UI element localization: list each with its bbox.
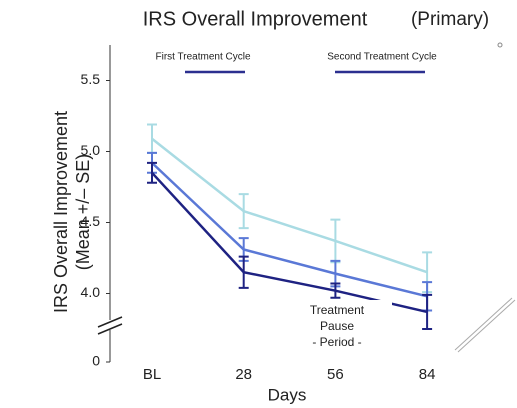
y-tick-label: 4.0	[81, 284, 101, 300]
decoration	[497, 42, 503, 48]
decoration	[457, 299, 516, 353]
x-axis-label: Days	[268, 385, 307, 404]
x-tick-label: 84	[419, 366, 436, 383]
series-line	[151, 171, 428, 314]
chart-subtitle: (Primary)	[411, 9, 489, 30]
y-tick-label: 0	[92, 353, 100, 369]
pause-label: - Period -	[312, 335, 361, 349]
pause-label: Treatment	[310, 303, 365, 317]
pause-label: Pause	[320, 319, 354, 333]
annotation: Second Treatment Cycle	[327, 52, 437, 63]
axis-break	[97, 316, 123, 335]
pause-box	[282, 300, 392, 360]
series	[147, 123, 433, 294]
y-axis-label: (Mean +/– SE)	[73, 154, 93, 271]
x-tick-label: BL	[143, 366, 161, 383]
annotation: First Treatment Cycle	[155, 52, 250, 63]
series	[147, 151, 433, 312]
error-bar	[147, 123, 157, 154]
y-tick-label: 5.5	[81, 71, 101, 87]
y-tick-label: 5.0	[81, 142, 101, 158]
decoration	[454, 297, 513, 351]
error-bar	[238, 193, 249, 230]
y-axis-label: IRS Overall Improvement	[51, 111, 71, 313]
error-bar	[330, 282, 341, 299]
error-bar	[147, 161, 157, 184]
chart-title: IRS Overall Improvement	[143, 8, 368, 30]
y-tick-label: 4.5	[81, 213, 101, 229]
x-tick-label: 56	[327, 366, 344, 383]
series-line	[151, 137, 428, 274]
series-line	[151, 161, 428, 298]
x-tick-label: 28	[235, 366, 252, 383]
error-bar	[422, 293, 433, 330]
error-bar	[238, 255, 249, 289]
